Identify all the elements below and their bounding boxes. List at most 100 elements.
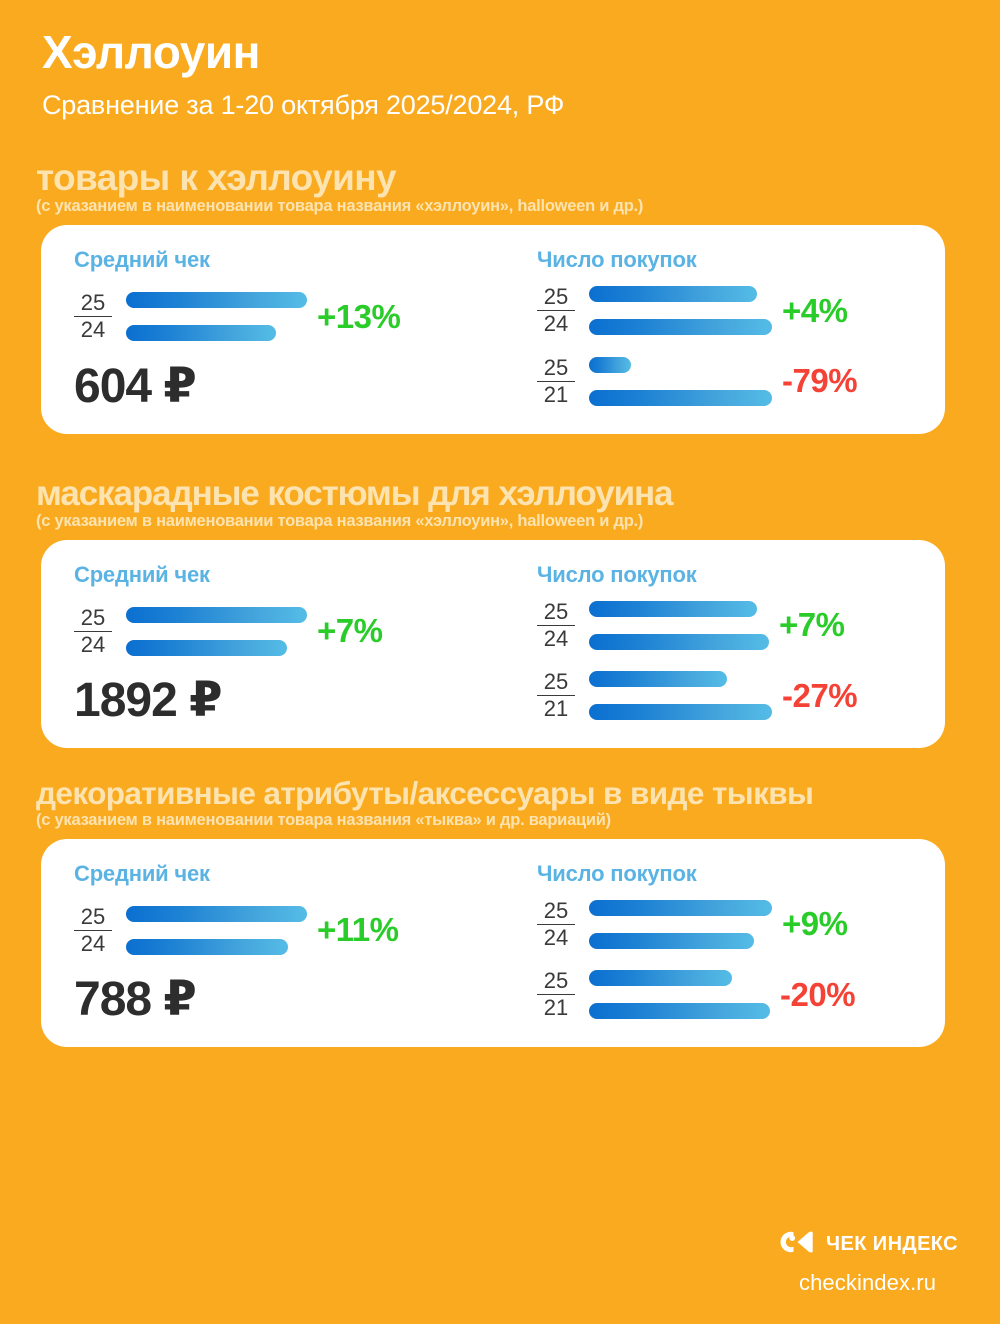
section-costumes: маскарадные костюмы для хэллоуина (с ука… xyxy=(0,476,1000,749)
page-subtitle: Сравнение за 1-20 октября 2025/2024, РФ xyxy=(42,90,565,121)
purchases-title: Число покупок xyxy=(537,860,697,886)
bars xyxy=(112,905,307,955)
metric-card: Средний чек 25 24 +7% 1892 ₽ Число покуп… xyxy=(41,539,945,749)
bars xyxy=(575,600,769,650)
bar-2025 xyxy=(589,600,757,617)
delta-badge: +9% xyxy=(782,905,848,943)
section-note: (с указанием в наименовании товара назва… xyxy=(36,197,644,216)
bar-2024 xyxy=(589,633,769,650)
bar-2025 xyxy=(589,671,727,688)
year-fraction: 25 21 xyxy=(537,969,575,1020)
year-top: 25 xyxy=(543,968,569,994)
section-header: товары к хэллоуину (с указанием в наимен… xyxy=(0,159,1000,216)
bar-2025 xyxy=(126,292,307,309)
metric-card: Средний чек 25 24 +13% 604 ₽ Число покуп… xyxy=(41,225,945,434)
avg-check-bar-group: 25 24 +11% xyxy=(74,905,501,956)
page-title: Хэллоуин xyxy=(42,26,260,78)
purchases-bar-group-2024: 25 24 +4% xyxy=(537,285,945,336)
section-header: декоративные атрибуты/аксессуары в виде … xyxy=(0,778,1000,830)
year-bottom: 24 xyxy=(74,929,112,956)
delta-badge: +7% xyxy=(779,606,845,644)
year-top: 25 xyxy=(543,669,569,695)
year-fraction: 25 21 xyxy=(537,356,575,407)
year-top: 25 xyxy=(543,897,569,923)
bar-2025 xyxy=(126,905,307,922)
avg-check-title: Средний чек xyxy=(74,860,210,886)
year-top: 25 xyxy=(80,903,106,929)
purchases-column: Число покупок 25 24 +7% 25 xyxy=(501,540,945,749)
metric-card: Средний чек 25 24 +11% 788 ₽ Число покуп… xyxy=(41,838,945,1048)
purchases-bar-group-2024: 25 24 +9% xyxy=(537,899,945,950)
purchases-title: Число покупок xyxy=(537,561,697,587)
bar-2024 xyxy=(126,639,287,656)
delta-badge: +4% xyxy=(782,291,848,329)
delta-badge: -27% xyxy=(782,676,858,714)
section-title: товары к хэллоуину xyxy=(36,157,397,199)
year-fraction: 25 21 xyxy=(537,670,575,721)
avg-check-bar-group: 25 24 +13% xyxy=(74,291,501,342)
section-title: маскарадные костюмы для хэллоуина xyxy=(36,473,674,513)
purchases-column: Число покупок 25 24 +4% 25 xyxy=(501,225,945,434)
year-bottom: 24 xyxy=(74,316,112,342)
avg-check-title: Средний чек xyxy=(74,561,210,587)
year-fraction: 25 24 xyxy=(537,600,575,651)
year-bottom: 24 xyxy=(537,923,575,950)
year-fraction: 25 24 xyxy=(74,606,112,657)
year-top: 25 xyxy=(543,598,569,624)
purchases-column: Число покупок 25 24 +9% 25 xyxy=(501,839,945,1048)
year-top: 25 xyxy=(80,604,106,630)
brand-name: ЧЕК ИНДЕКС xyxy=(826,1233,958,1255)
year-top: 25 xyxy=(543,284,569,310)
bar-2021 xyxy=(589,1003,770,1020)
section-title: декоративные атрибуты/аксессуары в виде … xyxy=(36,775,814,812)
bar-2024 xyxy=(589,932,754,949)
delta-badge: -20% xyxy=(780,975,856,1013)
section-halloween-goods: товары к хэллоуину (с указанием в наимен… xyxy=(0,159,1000,434)
bar-2024 xyxy=(126,938,288,955)
year-fraction: 25 24 xyxy=(537,899,575,950)
year-bottom: 21 xyxy=(537,994,575,1020)
year-top: 25 xyxy=(543,354,569,380)
year-fraction: 25 24 xyxy=(74,291,112,342)
purchases-bar-group-2024: 25 24 +7% xyxy=(537,600,945,651)
bars xyxy=(112,292,307,342)
brand-url: checkindex.ru xyxy=(799,1270,937,1295)
year-fraction: 25 24 xyxy=(537,285,575,336)
bars xyxy=(575,286,772,336)
year-bottom: 24 xyxy=(537,624,575,651)
section-note: (с указанием в наименовании товара назва… xyxy=(36,810,611,829)
year-fraction: 25 24 xyxy=(74,905,112,956)
purchases-bar-group-2021: 25 21 -27% xyxy=(537,670,945,721)
avg-check-value: 1892 ₽ xyxy=(74,674,223,728)
bars xyxy=(575,899,772,949)
bar-2025 xyxy=(589,356,631,373)
avg-check-value: 788 ₽ xyxy=(74,973,197,1027)
bars xyxy=(112,606,307,656)
bar-2025 xyxy=(589,899,772,916)
bars xyxy=(575,356,772,406)
delta-badge: -79% xyxy=(782,362,858,400)
year-top: 25 xyxy=(80,290,106,316)
delta-badge: +11% xyxy=(317,911,399,949)
bar-2025 xyxy=(126,606,307,623)
avg-check-column: Средний чек 25 24 +11% 788 ₽ xyxy=(41,839,501,1048)
bar-2024 xyxy=(126,325,276,342)
bar-2025 xyxy=(589,970,732,987)
avg-check-value: 604 ₽ xyxy=(74,359,197,413)
year-bottom: 24 xyxy=(74,630,112,657)
bar-2021 xyxy=(589,704,772,721)
bars xyxy=(575,671,772,721)
section-note: (с указанием в наименовании товара назва… xyxy=(36,511,644,530)
bar-2021 xyxy=(589,389,772,406)
delta-badge: +13% xyxy=(317,297,401,335)
avg-check-column: Средний чек 25 24 +13% 604 ₽ xyxy=(41,225,501,434)
section-pumpkin-decor: декоративные атрибуты/аксессуары в виде … xyxy=(0,778,1000,1048)
brand-logo[interactable]: ЧЕК ИНДЕКС xyxy=(777,1228,958,1261)
year-bottom: 21 xyxy=(537,695,575,721)
year-bottom: 24 xyxy=(537,310,575,336)
purchases-bar-group-2021: 25 21 -20% xyxy=(537,969,945,1020)
purchases-bar-group-2021: 25 21 -79% xyxy=(537,356,945,407)
bars xyxy=(575,970,770,1020)
section-header: маскарадные костюмы для хэллоуина (с ука… xyxy=(0,476,1000,531)
delta-badge: +7% xyxy=(317,612,383,650)
